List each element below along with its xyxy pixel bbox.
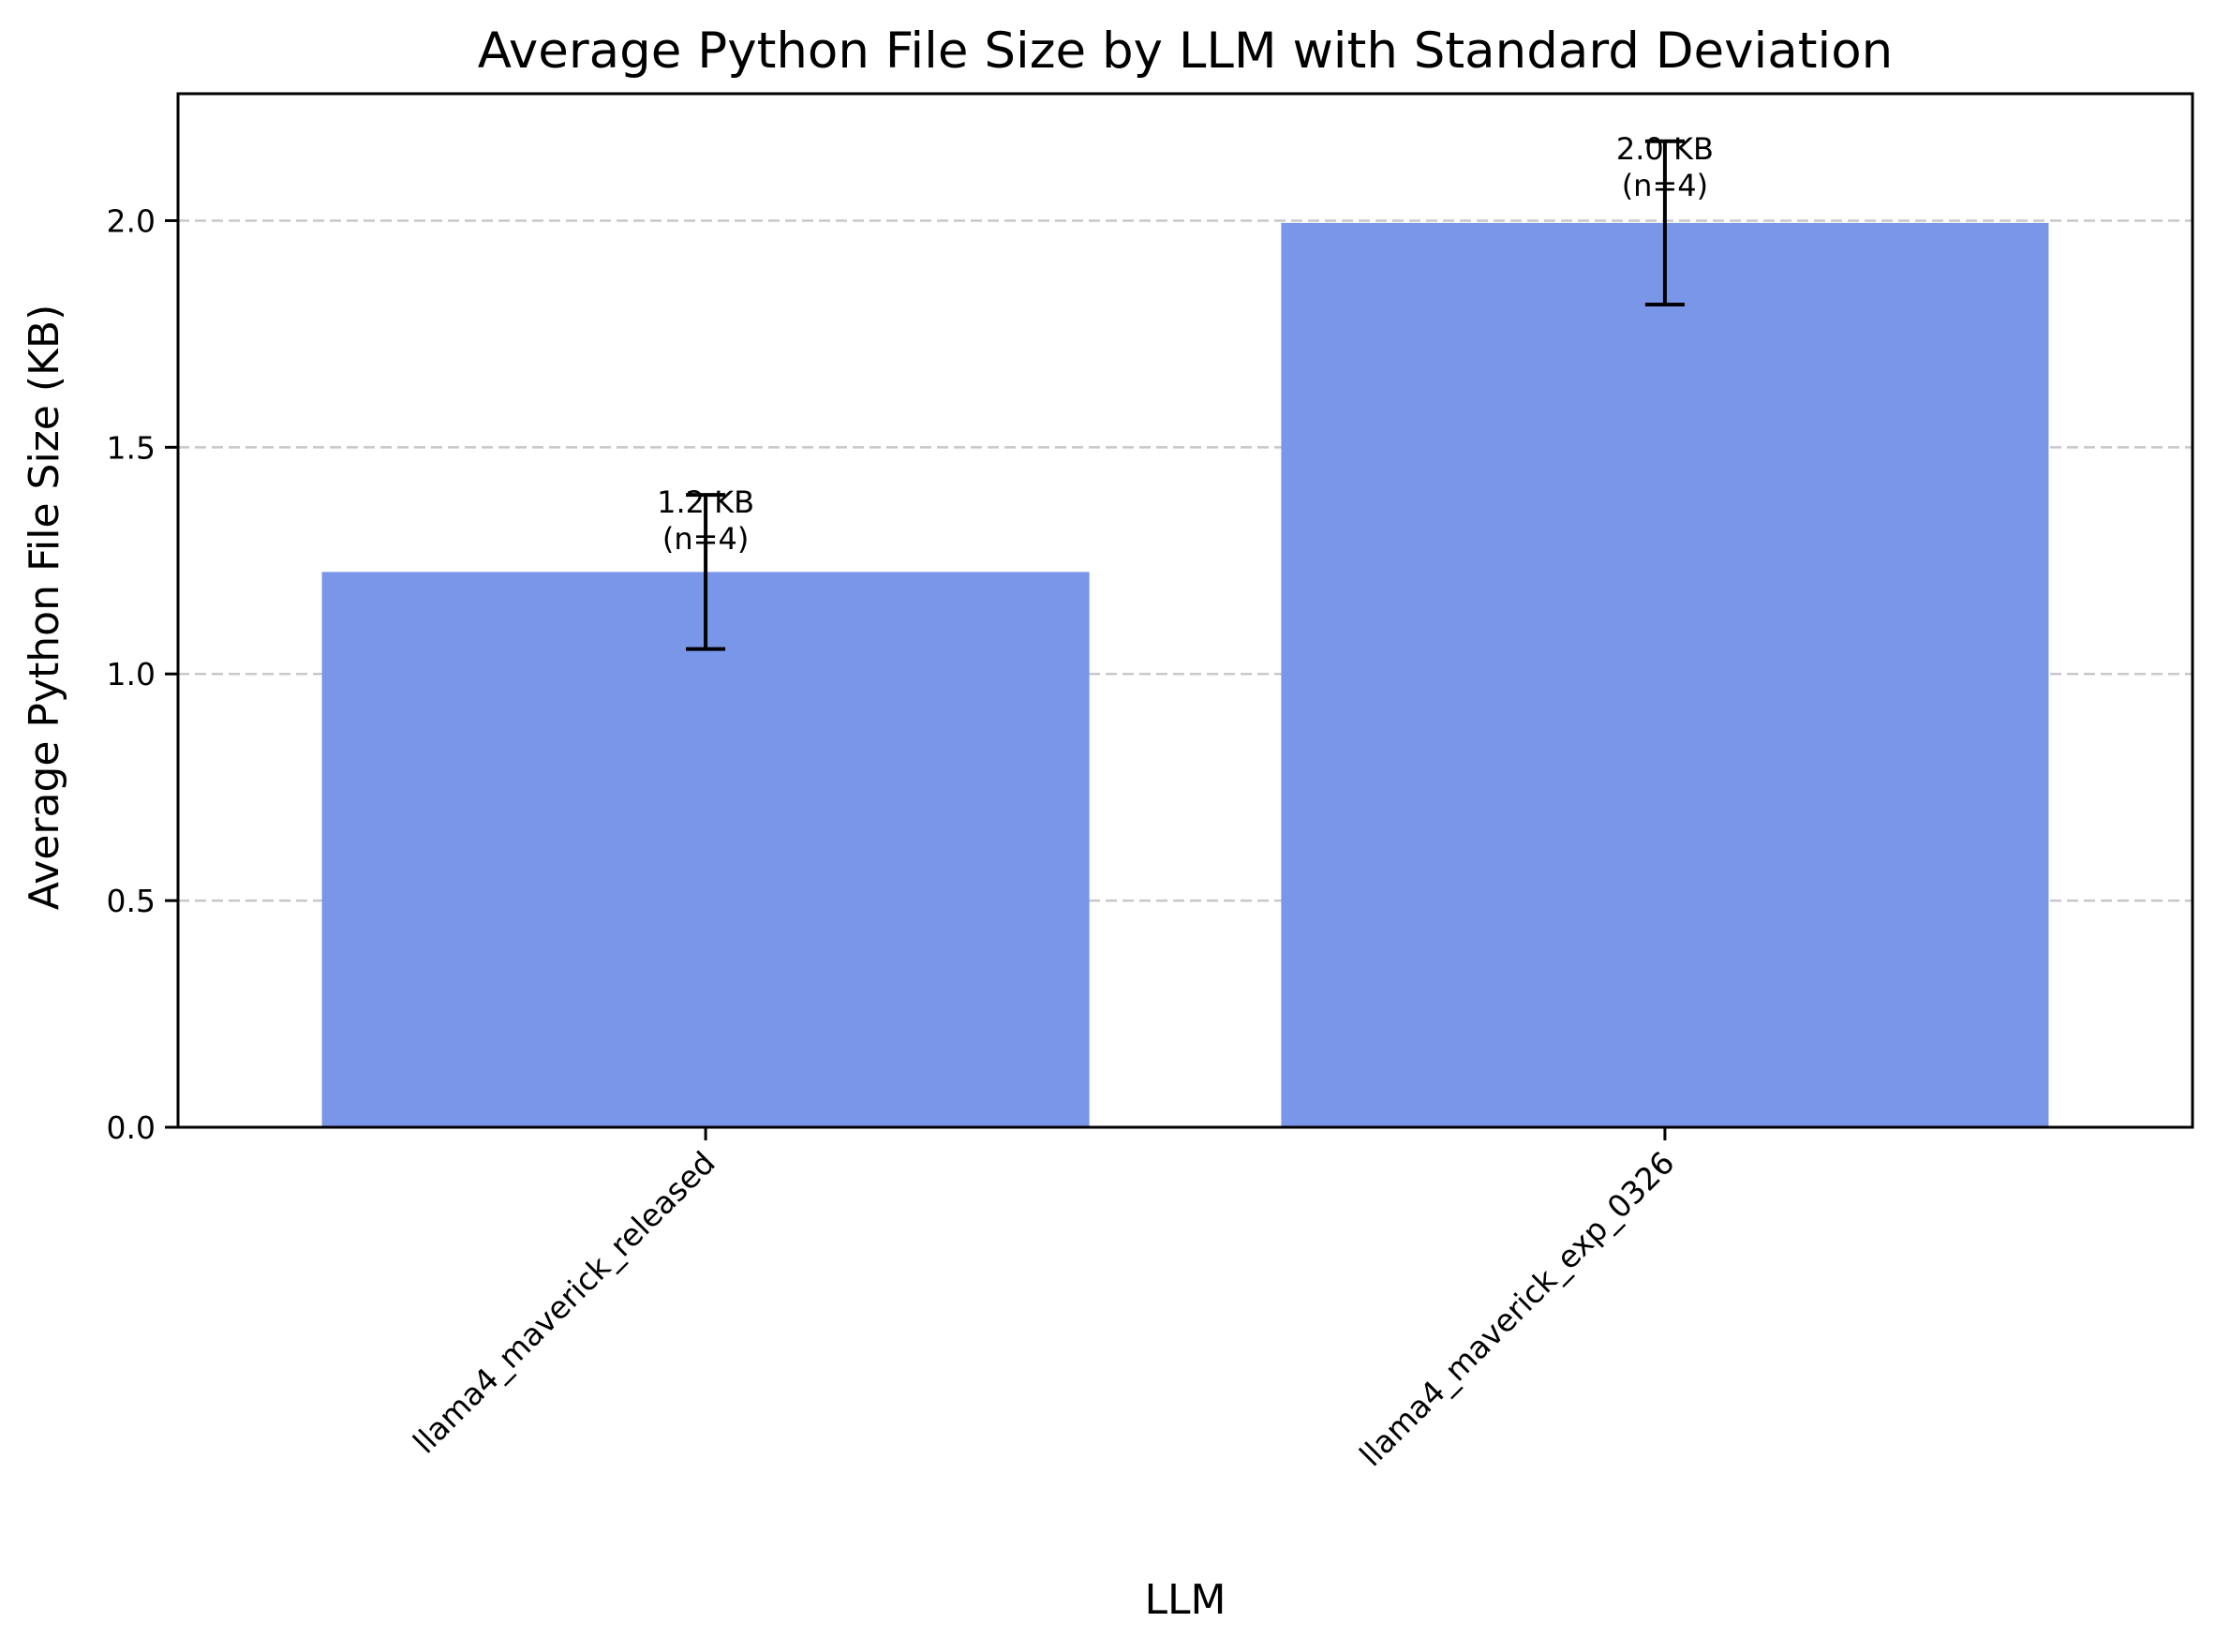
bar-value-labels: 1.2 KB(n=4)2.0 KB(n=4) (657, 131, 1714, 557)
y-tick-label: 0.0 (107, 1109, 156, 1146)
y-axis: 0.0 0.5 1.0 1.5 2.0 (107, 202, 178, 1146)
chart-title: Average Python File Size by LLM with Sta… (478, 22, 1893, 80)
x-axis: llama4_maverick_released llama4_maverick_… (406, 1127, 1682, 1473)
y-tick-label: 1.0 (107, 656, 156, 692)
x-tick-label: llama4_maverick_exp_0326 (1352, 1144, 1681, 1473)
bar (1281, 222, 2049, 1127)
bars (321, 222, 2049, 1127)
bar-value-label: 2.0 KB (1616, 131, 1714, 167)
plot-frame (176, 92, 2194, 1129)
y-tick-label: 1.5 (107, 429, 156, 466)
bar-count-label: (n=4) (662, 521, 749, 557)
x-tick-label: llama4_maverick_released (406, 1144, 722, 1461)
error-bars (686, 139, 1685, 651)
bar (321, 572, 1090, 1127)
bar-count-label: (n=4) (1622, 168, 1708, 203)
y-axis-label: Average Python File Size (KB) (21, 305, 68, 910)
y-tick-label: 2.0 (107, 202, 156, 239)
y-tick-label: 0.5 (107, 883, 156, 919)
bar-value-label: 1.2 KB (657, 484, 754, 520)
x-axis-label: LLM (1145, 1576, 1226, 1624)
